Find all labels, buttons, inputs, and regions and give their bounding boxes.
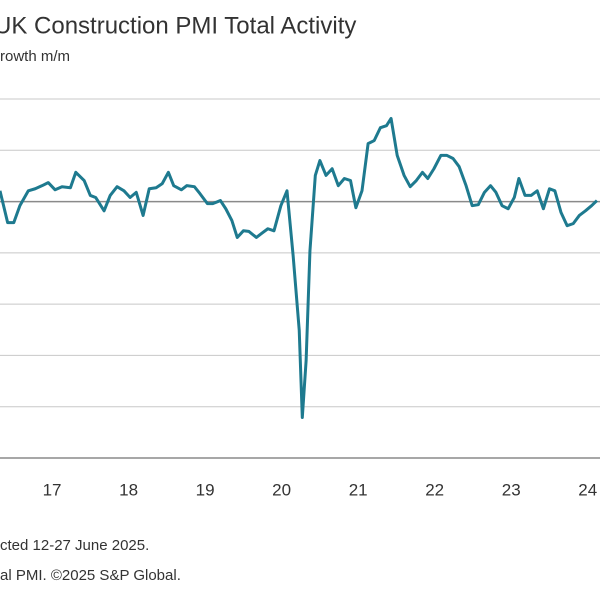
- x-tick-label: 23: [502, 480, 521, 499]
- footnote: cted 12-27 June 2025.: [0, 537, 149, 554]
- chart-subtitle: rowth m/m: [0, 48, 70, 65]
- x-tick-label: 20: [272, 480, 291, 499]
- x-tick-label: 17: [43, 480, 62, 499]
- x-tick-label: 24: [578, 480, 597, 499]
- chart-title: UK Construction PMI Total Activity: [0, 12, 356, 39]
- data-line: [0, 116, 598, 419]
- x-tick-label: 19: [196, 480, 215, 499]
- footnote: al PMI. ©2025 S&P Global.: [0, 567, 181, 584]
- x-tick-label: 21: [349, 480, 368, 499]
- x-tick-label: 18: [119, 480, 138, 499]
- x-tick-label: 22: [425, 480, 444, 499]
